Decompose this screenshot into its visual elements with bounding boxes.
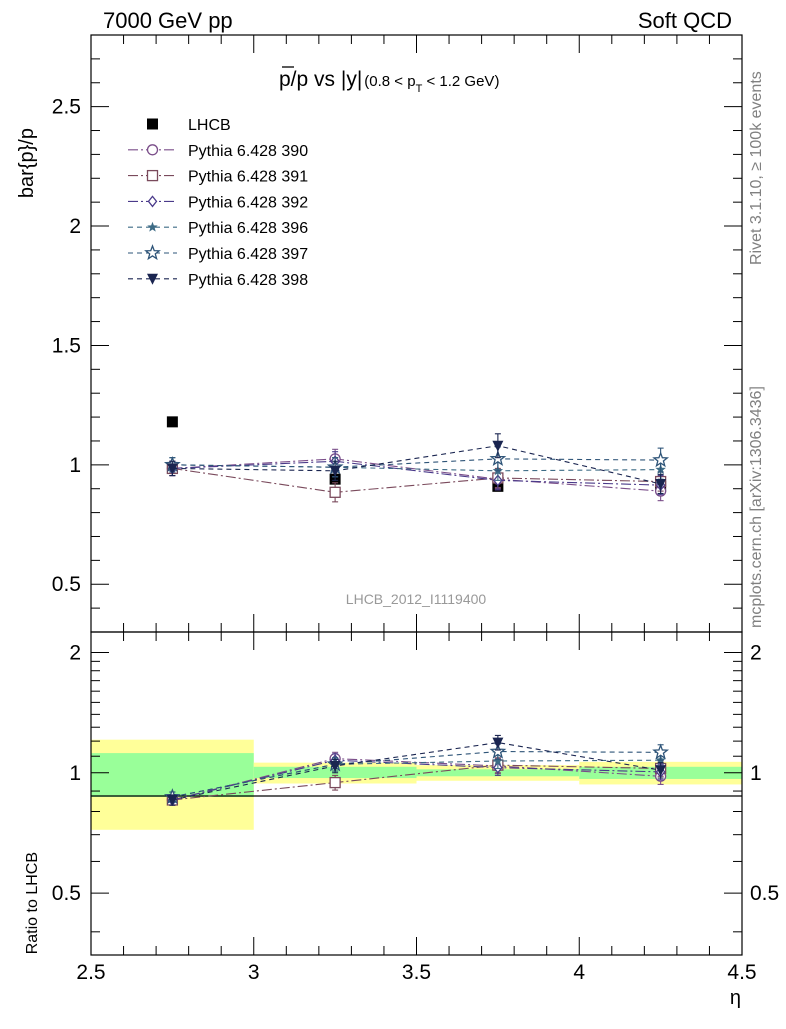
series-pythia-6-428-390-line	[172, 458, 661, 492]
legend-pythia-6-428-397-marker	[144, 244, 161, 261]
ratio-series-pythia-6-428-398-point	[166, 794, 178, 806]
ratio-series-pythia-6-428-398-point	[329, 760, 341, 772]
series-pythia-6-428-392-line	[172, 460, 661, 486]
legend-pythia-6-428-390-marker	[146, 144, 159, 156]
series-pythia-6-428-397-line	[172, 458, 661, 468]
ratio-series	[163, 734, 670, 806]
ratio-series-pythia-6-428-392-line	[172, 759, 661, 801]
series-pythia-6-428-391	[166, 460, 667, 503]
ratio-series-pythia-6-428-397-line	[172, 751, 661, 798]
ratio-series-pythia-6-428-398-point	[492, 737, 504, 749]
ratio-series-pythia-6-428-396-point	[492, 755, 504, 766]
axis-ticks	[90, 34, 743, 955]
main-y-tick-label: 2	[69, 215, 81, 238]
series-pythia-6-428-391-line	[172, 467, 661, 493]
series-pythia-6-428-396	[167, 457, 666, 481]
tick-labels: 0.5 1 1.5 2 2.5 0.5 0.5 1 1 2 2 2.5 3 3.5 4 4.5	[52, 96, 779, 984]
legend-pythia-6-428-396-label: Pythia 6.428 396	[188, 220, 308, 237]
main-y-tick-label: 1	[69, 454, 81, 477]
series-pythia-6-428-390	[166, 448, 667, 502]
series-pythia-6-428-397-point	[652, 451, 670, 468]
mcplots-label: mcplots.cern.ch [arXiv:1306.3436]	[748, 386, 765, 628]
header-left: 7000 GeV pp	[103, 8, 233, 33]
ratio-y-tick-label: 1	[69, 762, 81, 785]
legend-lhcb: LHCB	[147, 117, 231, 134]
title-sub: (0.8 < p	[364, 73, 415, 90]
ratio-y-tick-label-right: 2	[750, 641, 762, 664]
legend-pythia-6-428-391-label: Pythia 6.428 391	[188, 169, 308, 186]
series-lhcb-point	[166, 416, 178, 428]
header-right: Soft QCD	[638, 8, 732, 33]
main-title: p/p vs |y| (0.8 < pT < 1.2 GeV)	[279, 68, 499, 95]
ratio-series-pythia-6-428-398-line	[172, 742, 661, 801]
main-y-tick-label: 0.5	[52, 573, 81, 596]
title-subscript: T	[416, 83, 423, 95]
ratio-y-tick-label: 0.5	[52, 882, 81, 905]
series-pythia-6-428-397	[163, 446, 670, 478]
legend-pythia-6-428-390: Pythia 6.428 390	[128, 143, 308, 160]
legend-pythia-6-428-398-label: Pythia 6.428 398	[188, 272, 308, 289]
legend-pythia-6-428-397-label: Pythia 6.428 397	[188, 246, 308, 263]
legend-pythia-6-428-396: Pythia 6.428 396	[128, 220, 308, 237]
main-series	[163, 416, 670, 503]
legend-lhcb-marker	[147, 118, 158, 130]
legend-pythia-6-428-392-label: Pythia 6.428 392	[188, 194, 308, 211]
ratio-bands	[91, 739, 742, 830]
legend-lhcb-label: LHCB	[188, 117, 231, 134]
legend-pythia-6-428-392-marker	[147, 195, 158, 208]
legend-pythia-6-428-390-label: Pythia 6.428 390	[188, 143, 308, 160]
ratio-series-pythia-6-428-397-point	[652, 743, 670, 760]
rivet-label: Rivet 3.1.10, ≥ 100k events	[748, 71, 765, 265]
title-sub-end: < 1.2 GeV)	[422, 73, 499, 90]
ratio-y-tick-label-right: 0.5	[750, 882, 779, 905]
series-pythia-6-428-391-point	[329, 486, 341, 498]
series-pythia-6-428-398-point	[492, 440, 504, 452]
legend-pythia-6-428-391-marker	[146, 169, 159, 182]
ratio-series-pythia-6-428-397-point	[489, 742, 507, 759]
ratio-series-pythia-6-428-391-line	[172, 764, 661, 801]
series-pythia-6-428-398	[166, 433, 667, 495]
legend-pythia-6-428-398-marker	[147, 273, 158, 285]
series-pythia-6-428-398-point	[655, 478, 667, 490]
legend-pythia-6-428-391: Pythia 6.428 391	[128, 169, 308, 186]
x-tick-label: 3.5	[402, 961, 431, 984]
x-tick-label: 2.5	[76, 961, 105, 984]
analysis-label: LHCB_2012_I1119400	[346, 591, 487, 607]
x-axis-label: η	[730, 987, 741, 1009]
ratio-y-tick-label-right: 1	[750, 762, 762, 785]
series-pythia-6-428-398-point	[166, 463, 178, 475]
series-pythia-6-428-398-point	[329, 465, 341, 477]
x-tick-label: 4.5	[727, 961, 756, 984]
legend-pythia-6-428-396-marker	[147, 221, 158, 232]
ratio-y-tick-label: 2	[69, 641, 81, 664]
legend-pythia-6-428-392: Pythia 6.428 392	[128, 194, 308, 211]
ratio-series-pythia-6-428-398	[166, 734, 667, 806]
legend-pythia-6-428-397: Pythia 6.428 397	[128, 244, 308, 263]
ratio-ylabel: Ratio to LHCB	[24, 852, 41, 954]
main-y-tick-label: 2.5	[52, 96, 81, 119]
legend-pythia-6-428-398: Pythia 6.428 398	[128, 272, 308, 289]
series-pythia-6-428-398-line	[172, 445, 661, 485]
title-main: p/p vs |y|	[279, 68, 362, 91]
main-y-tick-label: 1.5	[52, 334, 81, 357]
x-tick-label: 3	[248, 961, 260, 984]
ratio-series-pythia-6-428-391-point	[329, 776, 341, 789]
ratio-series-pythia-6-428-398-point	[655, 765, 667, 777]
legend: LHCB Pythia 6.428 390 Pythia 6.428 391 Pyth…	[128, 117, 308, 289]
main-ylabel: bar{p}/p	[16, 128, 38, 198]
x-tick-label: 4	[573, 961, 585, 984]
